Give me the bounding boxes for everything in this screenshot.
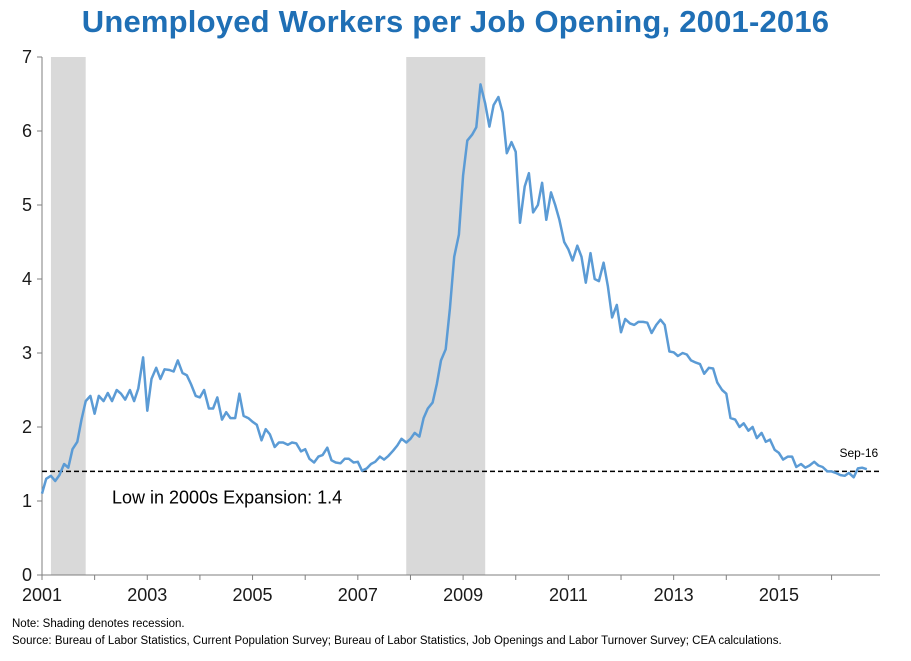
- end-point-label: Sep-16: [839, 446, 878, 460]
- y-tick-label: 1: [22, 491, 32, 511]
- y-tick-label: 4: [22, 269, 32, 289]
- source-note: Source: Bureau of Labor Statistics, Curr…: [12, 635, 782, 647]
- x-tick-label: 2001: [22, 585, 62, 605]
- x-tick-label: 2003: [127, 585, 167, 605]
- x-tick-label: 2007: [338, 585, 378, 605]
- series-line-1: [40, 83, 868, 494]
- recession-band-1: [50, 57, 86, 575]
- x-tick-label: 2015: [759, 585, 799, 605]
- y-tick-label: 7: [22, 47, 32, 67]
- x-tick-label: 2009: [443, 585, 483, 605]
- x-tick-label: 2013: [654, 585, 694, 605]
- y-tick-label: 2: [22, 417, 32, 437]
- axes: 0 1 2 3 4 5 6 7 2001 2003 2005 2007 2009 2011 2013 2015: [22, 47, 880, 605]
- annotation-group: Low in 2000s Expansion: 1.4 Sep-16: [112, 446, 879, 507]
- x-tick-label: 2005: [233, 585, 273, 605]
- chart-title: Unemployed Workers per Job Opening, 2001…: [81, 4, 830, 39]
- series-group: [40, 83, 868, 494]
- recession-band-2: [406, 57, 486, 575]
- y-tick-label: 3: [22, 343, 32, 363]
- recession-note: Note: Shading denotes recession.: [12, 618, 185, 630]
- y-tick-label: 0: [22, 565, 32, 585]
- recession-bands: [50, 57, 486, 575]
- x-tick-label: 2011: [549, 585, 588, 605]
- y-tick-label: 5: [22, 195, 32, 215]
- reference-line-label: Low in 2000s Expansion: 1.4: [112, 487, 342, 507]
- chart-notes: Note: Shading denotes recession. Source:…: [12, 616, 782, 650]
- y-tick-label: 6: [22, 121, 32, 141]
